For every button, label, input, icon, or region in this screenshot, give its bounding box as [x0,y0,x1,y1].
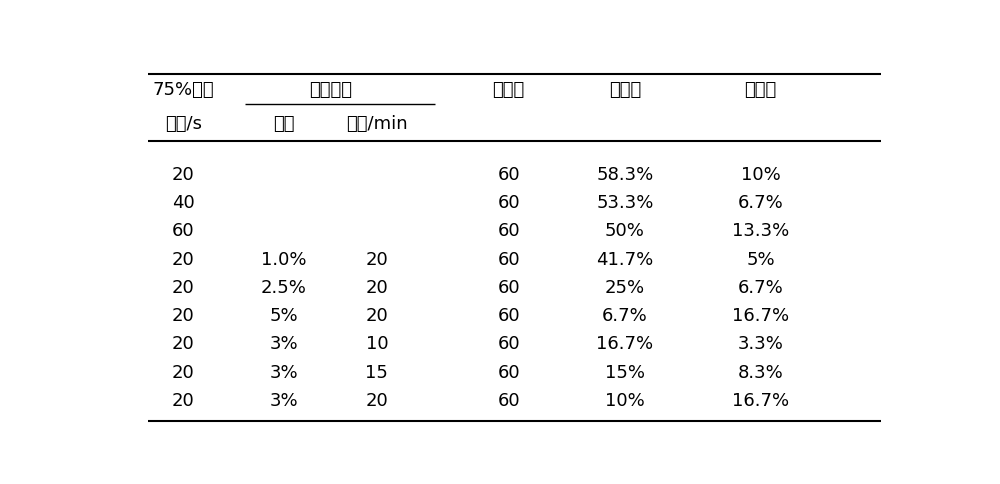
Text: 60: 60 [497,363,520,381]
Text: 58.3%: 58.3% [596,166,654,183]
Text: 8.3%: 8.3% [738,363,783,381]
Text: 20: 20 [172,306,194,324]
Text: 20: 20 [172,166,194,183]
Text: 13.3%: 13.3% [732,222,789,240]
Text: 接种数: 接种数 [492,81,525,99]
Text: 20: 20 [172,250,194,268]
Text: 16.7%: 16.7% [732,306,789,324]
Text: 75%酒精: 75%酒精 [152,81,214,99]
Text: 20: 20 [172,391,194,409]
Text: 6.7%: 6.7% [602,306,648,324]
Text: 次氯酸钓: 次氯酸钓 [309,81,352,99]
Text: 16.7%: 16.7% [596,334,653,352]
Text: 60: 60 [497,222,520,240]
Text: 60: 60 [497,278,520,296]
Text: 2.5%: 2.5% [261,278,307,296]
Text: 10: 10 [366,334,388,352]
Text: 60: 60 [497,306,520,324]
Text: 20: 20 [172,278,194,296]
Text: 41.7%: 41.7% [596,250,654,268]
Text: 3%: 3% [270,363,298,381]
Text: 褐化率: 褐化率 [744,81,777,99]
Text: 16.7%: 16.7% [732,391,789,409]
Text: 60: 60 [497,334,520,352]
Text: 20: 20 [366,278,388,296]
Text: 60: 60 [497,166,520,183]
Text: 5%: 5% [270,306,298,324]
Text: 15: 15 [365,363,388,381]
Text: 时间/s: 时间/s [165,114,202,132]
Text: 20: 20 [172,334,194,352]
Text: 60: 60 [172,222,194,240]
Text: 3.3%: 3.3% [738,334,783,352]
Text: 40: 40 [172,194,194,212]
Text: 5%: 5% [746,250,775,268]
Text: 1.0%: 1.0% [261,250,307,268]
Text: 20: 20 [366,391,388,409]
Text: 污染率: 污染率 [609,81,641,99]
Text: 6.7%: 6.7% [738,278,783,296]
Text: 20: 20 [366,306,388,324]
Text: 6.7%: 6.7% [738,194,783,212]
Text: 20: 20 [172,363,194,381]
Text: 浓度: 浓度 [273,114,295,132]
Text: 时间/min: 时间/min [346,114,408,132]
Text: 60: 60 [497,250,520,268]
Text: 50%: 50% [605,222,645,240]
Text: 10%: 10% [605,391,645,409]
Text: 20: 20 [366,250,388,268]
Text: 10%: 10% [741,166,780,183]
Text: 53.3%: 53.3% [596,194,654,212]
Text: 3%: 3% [270,391,298,409]
Text: 25%: 25% [605,278,645,296]
Text: 60: 60 [497,194,520,212]
Text: 60: 60 [497,391,520,409]
Text: 15%: 15% [605,363,645,381]
Text: 3%: 3% [270,334,298,352]
